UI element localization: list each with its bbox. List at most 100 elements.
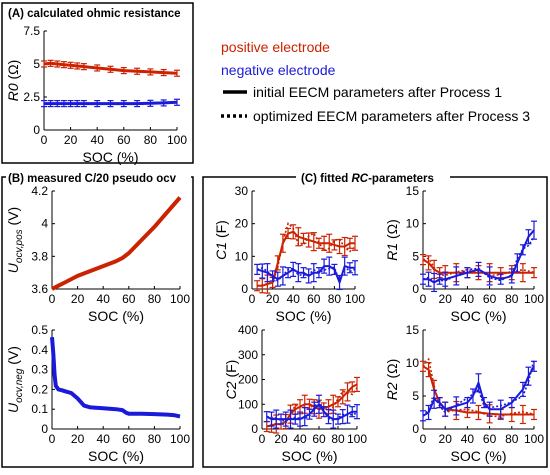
x-axis-label: SOC (%) (83, 149, 139, 165)
x-tick-label: 20 (439, 292, 453, 306)
x-tick-label: 60 (312, 432, 326, 446)
chart-C1: 0 20 40 60 80 100 0 10 20 30 SOC (%) C1 (F) (213, 184, 365, 324)
x-tick-label: 40 (97, 292, 111, 306)
legend-negative: negative electrode (221, 62, 336, 78)
x-tick-label: 100 (524, 432, 544, 446)
y-tick-label: 4.2 (31, 184, 48, 198)
chart-R1: 0 20 40 60 80 100 0 5 10 15 SOC (%) R1 (Ω) (384, 184, 544, 324)
series-line-a (51, 196, 182, 291)
y-tick-label: 300 (238, 348, 258, 362)
x-tick-label: 20 (71, 432, 85, 446)
series-line-b (44, 100, 178, 106)
x-tick-label: 0 (420, 292, 427, 306)
x-tick-label: 100 (345, 292, 365, 306)
y-tick-label: 10 (235, 249, 249, 263)
x-tick-label: 60 (483, 432, 497, 446)
y-tick-label: 0 (33, 123, 40, 137)
y-tick-label: 0 (241, 282, 248, 296)
x-tick-label: 60 (483, 292, 497, 306)
panel-a-title-bg (6, 5, 183, 21)
panel-b-title-bg (6, 170, 191, 186)
y-tick-label: 0.4 (31, 343, 48, 357)
x-tick-label: 20 (71, 292, 85, 306)
series-dotted-b (256, 265, 356, 284)
y-tick-label: 0 (412, 282, 419, 296)
y-axis-label: C1 (F) (213, 220, 229, 260)
y-tick-label: 0.3 (31, 363, 48, 377)
series-dotted-b (266, 398, 358, 422)
x-tick-label: 20 (439, 432, 453, 446)
x-tick-label: 80 (505, 432, 519, 446)
y-axis-label: Uocv,pos (V) (5, 207, 25, 273)
y-tick-label: 0.5 (31, 323, 48, 337)
panel-b-title: (B) measured C/20 pseudo ocv (8, 173, 177, 185)
x-tick-label: 100 (524, 292, 544, 306)
panel-c-title-suffix: -parameters (368, 173, 434, 185)
x-tick-label: 0 (420, 432, 427, 446)
x-tick-label: 40 (461, 432, 475, 446)
series-line-a (43, 61, 178, 75)
x-tick-label: 60 (307, 292, 321, 306)
x-tick-label: 80 (505, 292, 519, 306)
y-tick-label: 4 (41, 217, 48, 231)
y-tick-label: 10 (406, 217, 420, 231)
y-tick-label: 5 (412, 249, 419, 263)
panel-c-title-bg (296, 170, 450, 186)
y-tick-label: 3.6 (31, 282, 48, 296)
panel-c-title: (C) fitted RC-parameters (301, 173, 434, 185)
y-axis-label: Uocv,neg (V) (5, 346, 25, 413)
x-tick-label: 40 (97, 432, 111, 446)
series-dotted-b (422, 359, 535, 417)
legend-solid: initial EECM parameters after Process 1 (253, 84, 502, 100)
y-tick-label: 0 (412, 422, 419, 436)
x-tick-label: 0 (41, 133, 48, 147)
x-tick-label: 0 (49, 292, 56, 306)
legend-positive: positive electrode (221, 39, 330, 55)
y-tick-label: 5 (33, 57, 40, 71)
y-tick-label: 0 (251, 422, 258, 436)
x-tick-label: 40 (461, 292, 475, 306)
x-tick-label: 60 (117, 133, 131, 147)
y-tick-label: 100 (238, 397, 258, 411)
x-axis-label: SOC (%) (451, 448, 507, 464)
chart-Upos: 0 20 40 60 80 100 3.6 3.8 4 4.2 SOC (%) Uocv,pos (V… (5, 184, 190, 324)
y-tick-label: 0 (41, 422, 48, 436)
y-tick-label: 400 (238, 323, 258, 337)
series-line-a (50, 337, 181, 419)
y-axis-label: R2 (Ω) (384, 359, 400, 401)
x-tick-label: 40 (91, 133, 105, 147)
x-tick-label: 100 (170, 292, 190, 306)
y-tick-label: 2.5 (23, 90, 40, 104)
panel-c-title-italic: RC (351, 173, 368, 185)
panel-a-frame (1, 2, 194, 164)
x-axis-label: SOC (%) (451, 308, 507, 324)
x-tick-label: 40 (293, 432, 307, 446)
x-tick-label: 80 (144, 133, 158, 147)
x-tick-label: 40 (287, 292, 301, 306)
chart-R0: 0 20 40 60 80 100 0 2.5 5 7.5 SOC (%) R0 (Ω) (5, 24, 187, 165)
y-tick-label: 20 (235, 217, 249, 231)
y-tick-label: 3.8 (31, 249, 48, 263)
series-dotted-a (266, 387, 358, 428)
x-tick-label: 0 (259, 432, 266, 446)
x-tick-label: 0 (49, 432, 56, 446)
y-axis-label: C2 (F) (223, 360, 239, 400)
x-tick-label: 20 (64, 133, 78, 147)
x-tick-label: 100 (167, 133, 187, 147)
y-tick-label: 5 (412, 389, 419, 403)
x-axis-label: SOC (%) (88, 448, 144, 464)
chart-R2: 0 20 40 60 80 100 0 5 10 15 SOC (%) R2 (Ω) (384, 323, 544, 464)
y-axis-label: R0 (Ω) (5, 60, 21, 102)
x-axis-label: SOC (%) (276, 308, 332, 324)
y-tick-label: 200 (238, 373, 258, 387)
panel-c-title-prefix: (C) fitted (301, 173, 351, 185)
y-tick-label: 15 (406, 184, 420, 198)
x-tick-label: 80 (148, 292, 162, 306)
x-axis-label: SOC (%) (282, 448, 338, 464)
x-tick-label: 80 (148, 432, 162, 446)
y-tick-label: 0.1 (31, 402, 48, 416)
x-tick-label: 60 (122, 292, 136, 306)
y-tick-label: 0.2 (31, 382, 48, 396)
